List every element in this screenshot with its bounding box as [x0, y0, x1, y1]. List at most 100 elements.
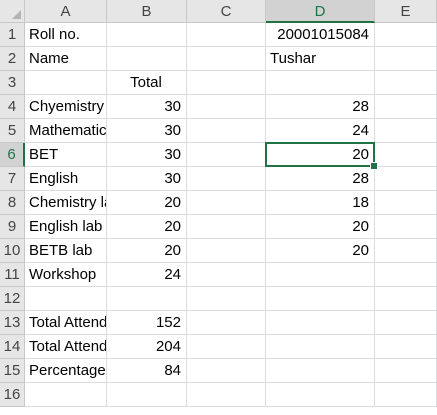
cell-a1[interactable]: Roll no.	[25, 23, 107, 47]
cell-b9[interactable]: 20	[107, 215, 187, 239]
cell-e14[interactable]	[375, 335, 437, 359]
cell-e13[interactable]	[375, 311, 437, 335]
cell-a8[interactable]: Chemistry lab	[25, 191, 107, 215]
row-header-4[interactable]: 4	[0, 95, 25, 119]
column-header-e[interactable]: E	[375, 0, 437, 23]
cell-b4[interactable]: 30	[107, 95, 187, 119]
cell-a9[interactable]: English lab	[25, 215, 107, 239]
cell-a2[interactable]: Name	[25, 47, 107, 71]
cell-b5[interactable]: 30	[107, 119, 187, 143]
cell-c13[interactable]	[187, 311, 266, 335]
cell-c3[interactable]	[187, 71, 266, 95]
cell-c10[interactable]	[187, 239, 266, 263]
cell-c2[interactable]	[187, 47, 266, 71]
cell-c5[interactable]	[187, 119, 266, 143]
cell-c1[interactable]	[187, 23, 266, 47]
column-header-d[interactable]: D	[266, 0, 375, 23]
cell-b12[interactable]	[107, 287, 187, 311]
cell-a13[interactable]: Total Attended	[25, 311, 107, 335]
cell-e2[interactable]	[375, 47, 437, 71]
cell-a15[interactable]: Percentage	[25, 359, 107, 383]
row-header-3[interactable]: 3	[0, 71, 25, 95]
cell-c8[interactable]	[187, 191, 266, 215]
cell-d5[interactable]: 24	[266, 119, 375, 143]
fill-handle[interactable]	[370, 162, 378, 170]
cell-a10[interactable]: BETB lab	[25, 239, 107, 263]
cell-d1[interactable]: 20001015084	[266, 23, 375, 47]
cell-d10[interactable]: 20	[266, 239, 375, 263]
column-header-a[interactable]: A	[25, 0, 107, 23]
cell-d11[interactable]	[266, 263, 375, 287]
cell-c6[interactable]	[187, 143, 266, 167]
row-header-10[interactable]: 10	[0, 239, 25, 263]
cell-c7[interactable]	[187, 167, 266, 191]
cell-a14[interactable]: Total Attendance	[25, 335, 107, 359]
column-header-c[interactable]: C	[187, 0, 266, 23]
cell-b15[interactable]: 84	[107, 359, 187, 383]
cell-e10[interactable]	[375, 239, 437, 263]
cell-a7[interactable]: English	[25, 167, 107, 191]
cell-c16[interactable]	[187, 383, 266, 407]
row-header-16[interactable]: 16	[0, 383, 25, 407]
cell-e3[interactable]	[375, 71, 437, 95]
cell-e4[interactable]	[375, 95, 437, 119]
cell-b3[interactable]: Total	[107, 71, 187, 95]
cell-d2[interactable]: Tushar	[266, 47, 375, 71]
cell-b14[interactable]: 204	[107, 335, 187, 359]
cell-e8[interactable]	[375, 191, 437, 215]
row-header-11[interactable]: 11	[0, 263, 25, 287]
row-header-2[interactable]: 2	[0, 47, 25, 71]
cell-b8[interactable]: 20	[107, 191, 187, 215]
cell-a3[interactable]	[25, 71, 107, 95]
cell-e6[interactable]	[375, 143, 437, 167]
cell-a6[interactable]: BET	[25, 143, 107, 167]
cell-d3[interactable]	[266, 71, 375, 95]
row-header-6[interactable]: 6	[0, 143, 25, 167]
cell-d13[interactable]	[266, 311, 375, 335]
cell-d12[interactable]	[266, 287, 375, 311]
cell-d4[interactable]: 28	[266, 95, 375, 119]
cell-e12[interactable]	[375, 287, 437, 311]
cell-d7[interactable]: 28	[266, 167, 375, 191]
cell-b13[interactable]: 152	[107, 311, 187, 335]
row-header-13[interactable]: 13	[0, 311, 25, 335]
cell-d9[interactable]: 20	[266, 215, 375, 239]
row-header-7[interactable]: 7	[0, 167, 25, 191]
cell-c14[interactable]	[187, 335, 266, 359]
cell-a16[interactable]	[25, 383, 107, 407]
cell-c11[interactable]	[187, 263, 266, 287]
select-all-corner[interactable]	[0, 0, 25, 23]
cell-e11[interactable]	[375, 263, 437, 287]
cell-c12[interactable]	[187, 287, 266, 311]
cell-b10[interactable]: 20	[107, 239, 187, 263]
cell-a11[interactable]: Workshop	[25, 263, 107, 287]
cell-b11[interactable]: 24	[107, 263, 187, 287]
cell-c15[interactable]	[187, 359, 266, 383]
cell-d8[interactable]: 18	[266, 191, 375, 215]
cell-a5[interactable]: Mathematics	[25, 119, 107, 143]
row-header-14[interactable]: 14	[0, 335, 25, 359]
row-header-5[interactable]: 5	[0, 119, 25, 143]
row-header-1[interactable]: 1	[0, 23, 25, 47]
cell-e5[interactable]	[375, 119, 437, 143]
cell-c4[interactable]	[187, 95, 266, 119]
cell-b7[interactable]: 30	[107, 167, 187, 191]
row-header-15[interactable]: 15	[0, 359, 25, 383]
cell-e15[interactable]	[375, 359, 437, 383]
column-header-b[interactable]: B	[107, 0, 187, 23]
cell-a12[interactable]	[25, 287, 107, 311]
cell-e16[interactable]	[375, 383, 437, 407]
row-header-12[interactable]: 12	[0, 287, 25, 311]
cell-e9[interactable]	[375, 215, 437, 239]
cell-c9[interactable]	[187, 215, 266, 239]
cell-b1[interactable]	[107, 23, 187, 47]
cell-e7[interactable]	[375, 167, 437, 191]
cell-b6[interactable]: 30	[107, 143, 187, 167]
cell-b16[interactable]	[107, 383, 187, 407]
row-header-9[interactable]: 9	[0, 215, 25, 239]
cell-d16[interactable]	[266, 383, 375, 407]
cell-d15[interactable]	[266, 359, 375, 383]
cell-d14[interactable]	[266, 335, 375, 359]
cell-b2[interactable]	[107, 47, 187, 71]
cell-a4[interactable]: Chyemistry	[25, 95, 107, 119]
